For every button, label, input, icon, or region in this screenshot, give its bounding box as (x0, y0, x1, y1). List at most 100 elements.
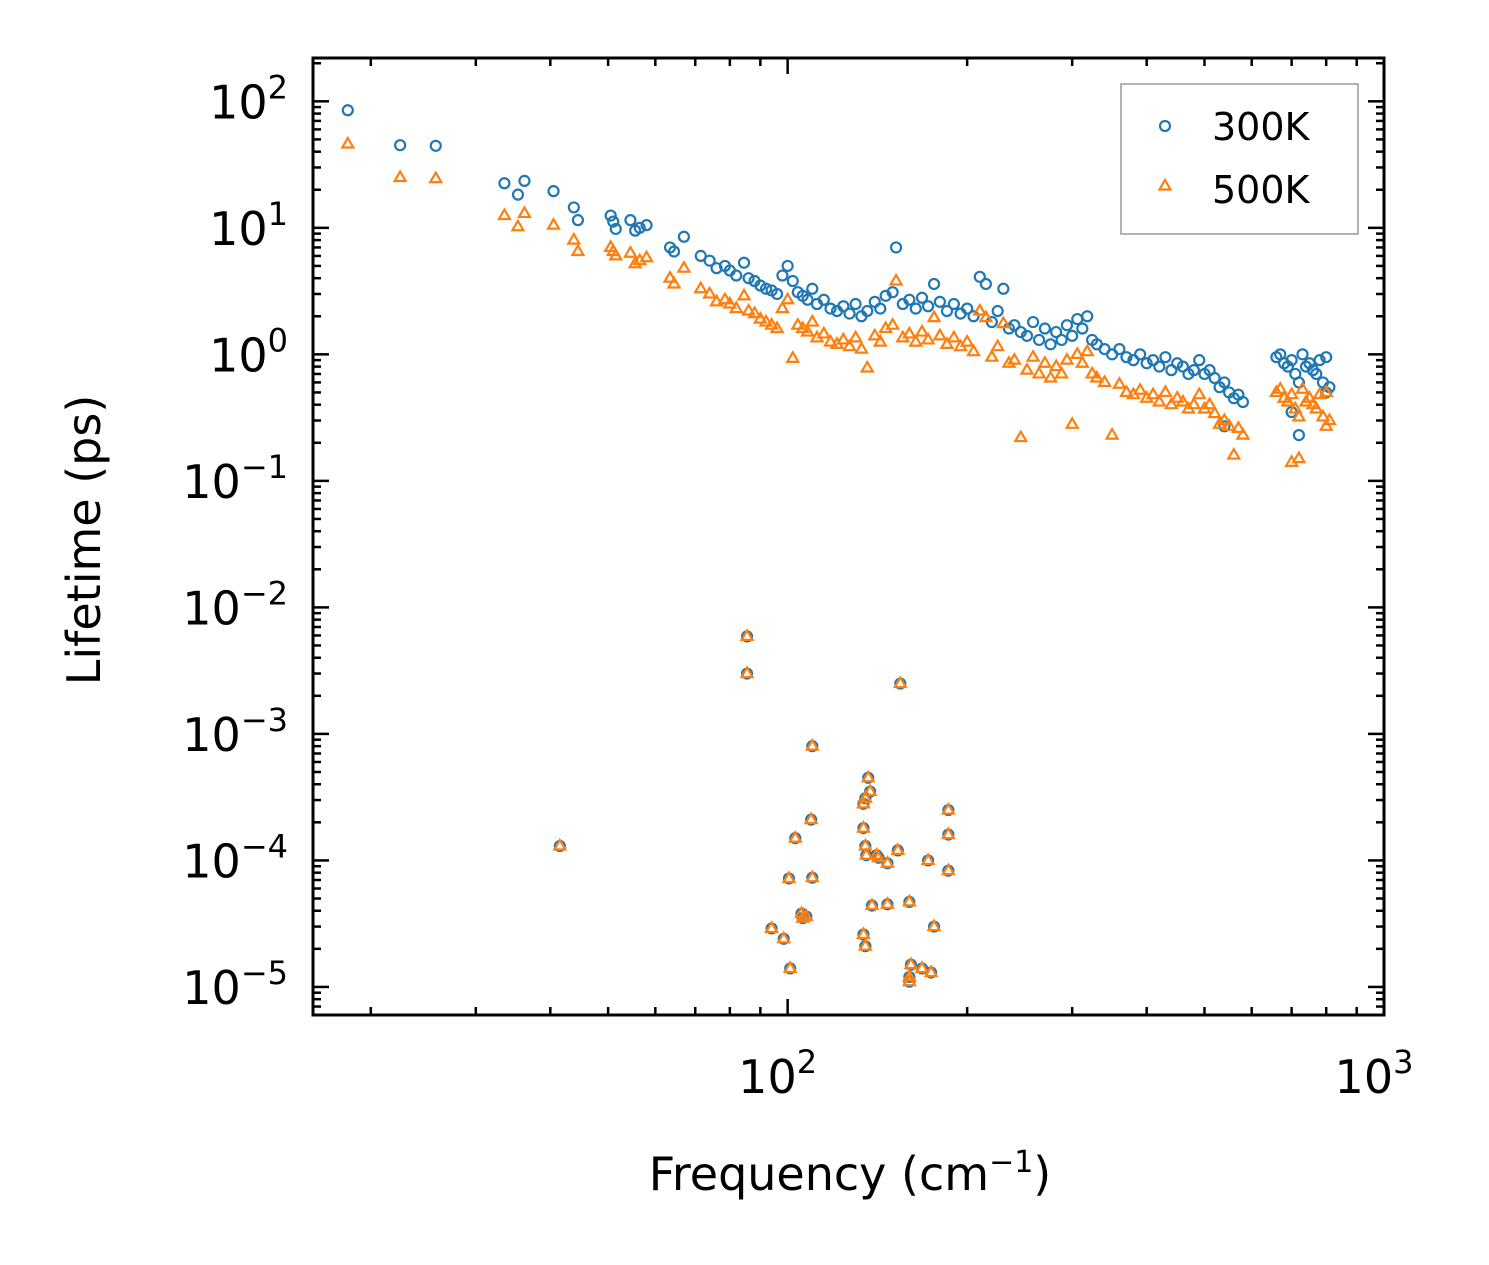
data-point-500k (1291, 408, 1307, 422)
data-point-500k (842, 338, 857, 352)
data-point-500k (1272, 381, 1288, 394)
data-point-300k (1320, 351, 1333, 364)
data-point-500k (914, 323, 930, 337)
y-tick-label: 10−2 (182, 574, 288, 635)
data-point-500k (546, 216, 561, 230)
data-point-500k (1280, 393, 1296, 407)
data-point-500k (639, 249, 654, 263)
y-tick-label-exp: −4 (241, 827, 288, 865)
data-point-500k (570, 243, 586, 257)
data-point-500k (627, 255, 643, 269)
data-point-500k (1104, 426, 1120, 440)
data-point-500k (747, 305, 762, 319)
data-point-300k (1032, 333, 1046, 347)
data-point-500k (728, 300, 744, 314)
data-point-300k (710, 262, 723, 275)
data-point-500k (1079, 343, 1095, 357)
data-point-500k (1268, 384, 1284, 398)
data-point-500k (901, 968, 917, 982)
data-point-300k (1165, 364, 1178, 377)
data-point-500k (939, 336, 955, 349)
data-point-500k (867, 327, 883, 341)
points-layer (340, 104, 1337, 988)
data-point-500k (1231, 420, 1246, 433)
y-tick-label: 10−4 (182, 827, 288, 888)
data-point-500k (1175, 393, 1191, 407)
x-axis-label-sup: −1 (989, 1145, 1033, 1180)
data-point-500k (1059, 351, 1075, 365)
data-point-300k (967, 310, 980, 323)
data-point-500k (1186, 396, 1202, 410)
data-point-500k (1025, 348, 1041, 362)
data-point-500k (901, 893, 917, 907)
data-point-500k (776, 930, 792, 944)
x-axis-label-text: Frequency (cm (649, 1147, 989, 1201)
data-point-500k (940, 862, 956, 876)
data-point-500k (908, 333, 924, 347)
data-point-500k (798, 908, 814, 922)
x-axis-label-end: ) (1033, 1147, 1051, 1201)
data-point-500k (1287, 400, 1303, 414)
data-point-500k (1074, 355, 1090, 368)
data-point-500k (781, 870, 797, 884)
data-point-300k (817, 293, 830, 306)
data-point-300k (604, 209, 617, 222)
data-point-500k (1064, 416, 1080, 429)
data-point-300k (547, 185, 560, 198)
data-point-500k (1054, 365, 1070, 379)
data-point-500k (623, 245, 638, 258)
data-point-300k (843, 307, 856, 320)
data-point-500k (932, 327, 948, 341)
y-tick-label-base: 10 (182, 581, 241, 635)
data-point-500k (848, 329, 863, 343)
data-point-300k (677, 230, 691, 243)
data-point-300k (1076, 322, 1089, 335)
data-point-500k (946, 329, 962, 343)
y-tick-label-base: 10 (182, 708, 241, 762)
data-point-300k (961, 302, 974, 315)
data-point-500k (676, 259, 692, 273)
data-point-500k (856, 926, 871, 940)
data-point-300k (781, 259, 794, 273)
y-tick-label-exp: −5 (241, 954, 288, 992)
data-point-500k (1013, 429, 1029, 443)
data-point-500k (552, 837, 568, 851)
data-point-500k (862, 783, 878, 797)
data-point-500k (880, 855, 895, 868)
data-point-300k (1310, 367, 1323, 381)
data-point-300k (1296, 348, 1309, 361)
x-tick-label: 103 (1335, 1043, 1414, 1104)
data-point-300k (1218, 420, 1231, 433)
data-point-500k (1315, 408, 1331, 422)
data-point-500k (782, 960, 798, 974)
data-point-500k (739, 628, 755, 641)
data-point-500k (709, 293, 724, 307)
data-point-300k (607, 215, 620, 228)
data-point-500k (914, 960, 930, 974)
data-point-300k (730, 269, 743, 282)
data-point-300k (737, 256, 751, 269)
data-point-300k (1299, 360, 1313, 373)
data-point-500k (926, 918, 942, 932)
y-tick-label-base: 10 (182, 455, 241, 509)
data-point-500k (872, 333, 888, 347)
data-point-500k (892, 675, 908, 689)
data-point-500k (859, 359, 875, 373)
data-point-300k (921, 300, 935, 313)
y-tick-label-exp: 1 (268, 195, 288, 233)
data-point-500k (835, 331, 851, 345)
x-axis-label: Frequency (cm−1) (649, 1145, 1052, 1201)
data-point-500k (920, 331, 936, 345)
data-point-300k (1140, 357, 1153, 370)
data-point-300k (861, 304, 874, 318)
y-tick-label: 100 (209, 321, 288, 382)
y-tick-label-base: 10 (209, 75, 268, 129)
data-point-300k (640, 219, 653, 232)
data-point-300k (991, 304, 1004, 318)
data-point-300k (1055, 333, 1068, 347)
data-point-500k (566, 231, 582, 245)
data-point-500k (966, 343, 981, 357)
legend-label-300k: 300K (1212, 105, 1311, 149)
data-point-500k (800, 323, 815, 337)
